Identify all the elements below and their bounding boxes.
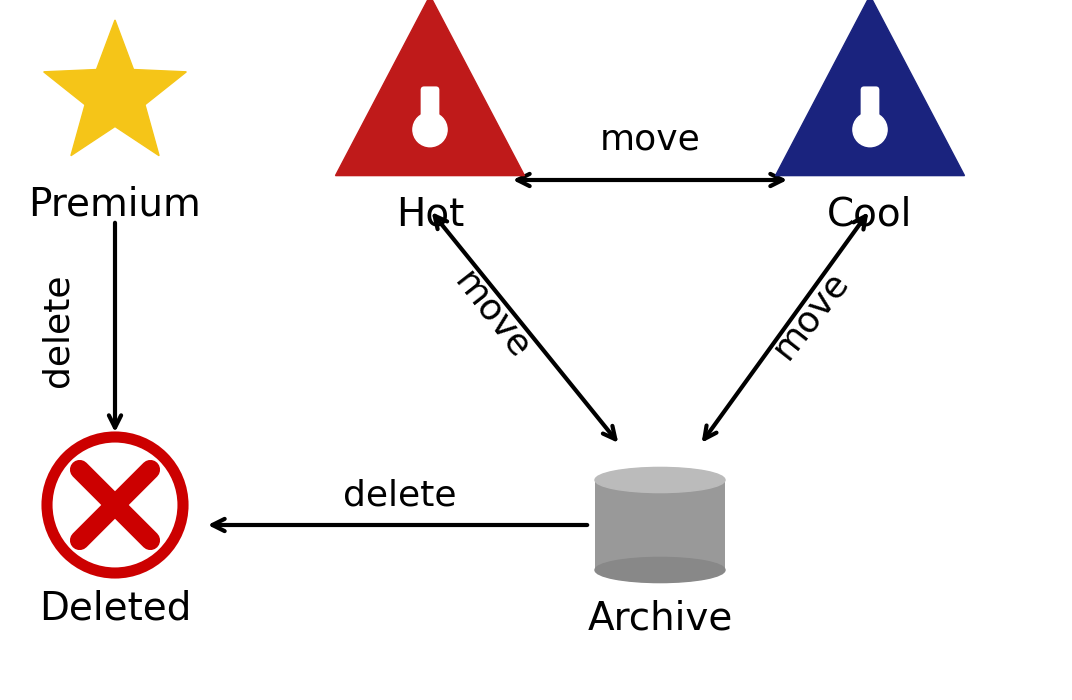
Text: Deleted: Deleted xyxy=(39,590,191,628)
Polygon shape xyxy=(336,0,524,176)
Circle shape xyxy=(853,113,888,147)
Text: delete: delete xyxy=(343,478,457,512)
Text: Premium: Premium xyxy=(29,185,202,223)
Polygon shape xyxy=(775,0,965,176)
FancyBboxPatch shape xyxy=(420,86,440,145)
Text: move: move xyxy=(448,265,536,365)
Ellipse shape xyxy=(595,557,725,582)
Text: delete: delete xyxy=(41,273,75,386)
FancyBboxPatch shape xyxy=(595,480,725,570)
Text: move: move xyxy=(599,123,700,157)
Text: Archive: Archive xyxy=(587,600,732,638)
Text: move: move xyxy=(765,265,854,365)
Ellipse shape xyxy=(595,468,725,493)
Text: Cool: Cool xyxy=(828,195,912,233)
FancyBboxPatch shape xyxy=(861,86,879,145)
Text: Hot: Hot xyxy=(396,195,464,233)
Polygon shape xyxy=(44,20,187,155)
Circle shape xyxy=(413,113,447,147)
